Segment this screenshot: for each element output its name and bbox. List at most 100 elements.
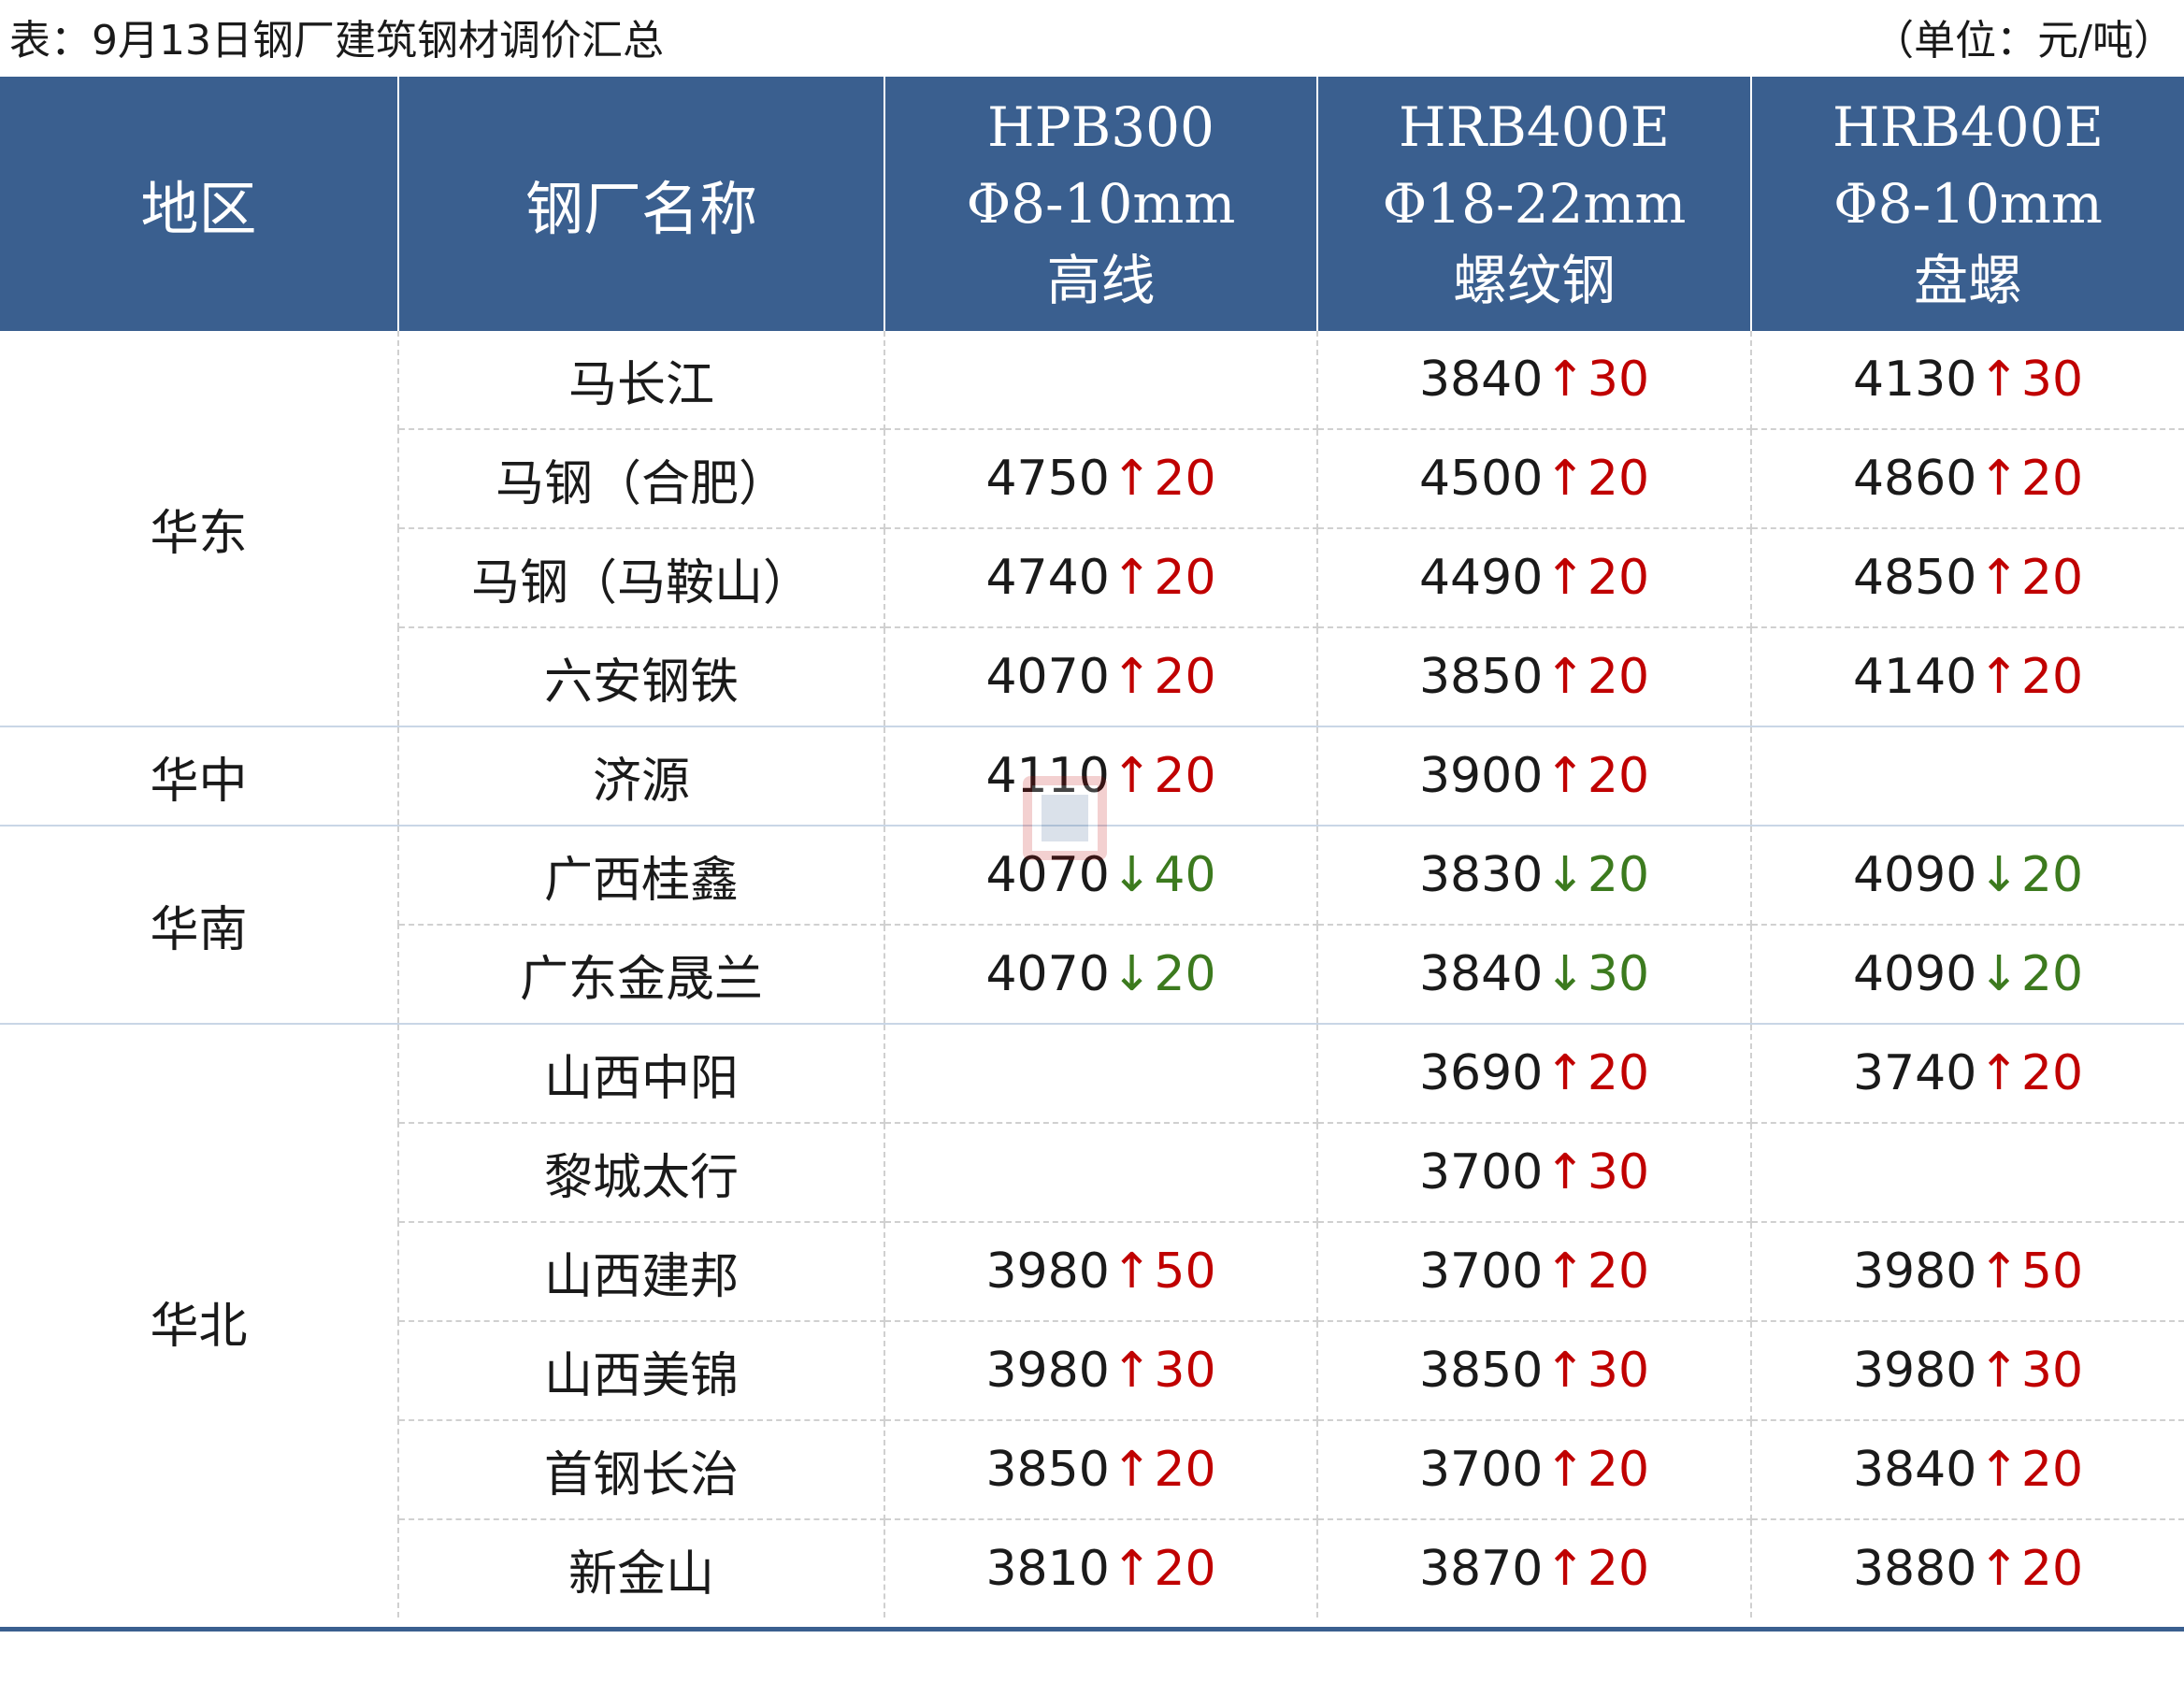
header-col3: HRB400E Φ8-10mm 盘螺 (1751, 77, 2184, 331)
arrow-up-icon: ↑ (1111, 550, 1153, 606)
mill-name: 新金山 (398, 1519, 885, 1617)
header-col3-grade: HRB400E (1832, 95, 2104, 159)
table-row: 黎城太行 3700↑30 (0, 1123, 2184, 1223)
header-col3-type: 盘螺 (1913, 249, 2022, 312)
price-value: 4140 (1852, 649, 1977, 705)
price-value: 4090 (1852, 946, 1977, 1002)
price-value: 3850 (1418, 1343, 1544, 1399)
table-row: 华南 广西桂鑫 4070↓40 3830↓20 4090↓20 (0, 826, 2184, 1025)
unit-label: （单位：元/吨） (1873, 17, 2175, 65)
price-cell: 4130↑30 (1751, 331, 2184, 430)
header-region: 地区 (0, 77, 399, 331)
price-cell: 3850↑20 (1317, 627, 1752, 727)
header-row: 地区 钢厂名称 HPB300 Φ8-10mm 高线 HRB400E Φ18-22… (0, 77, 2184, 331)
price-value: 3700 (1418, 1442, 1544, 1498)
arrow-down-icon: ↓ (1545, 847, 1586, 903)
price-cell: 4860↑20 (1751, 429, 2184, 529)
price-cell: 4070↓40 (884, 826, 1318, 926)
price-cell: 4140↑20 (1751, 627, 2184, 727)
price-cell: 3870↑20 (1317, 1519, 1752, 1617)
arrow-up-icon: ↑ (1978, 1442, 2019, 1498)
price-change: 20 (2020, 550, 2084, 606)
price-value: 3700 (1418, 1244, 1544, 1300)
price-change: 20 (2020, 649, 2084, 705)
price-cell: 3980↑30 (884, 1321, 1318, 1421)
price-value: 4070 (985, 946, 1110, 1002)
price-cell: 3830↓20 (1317, 826, 1752, 926)
price-change: 20 (1587, 649, 1650, 705)
mill-name: 首钢长治 (398, 1420, 885, 1520)
price-cell: 3980↑50 (884, 1222, 1318, 1322)
table-row: 山西建邦 3980↑50 3700↑20 3980↑50 (0, 1222, 2184, 1322)
price-cell: 4750↑20 (884, 429, 1318, 529)
arrow-up-icon: ↑ (1545, 550, 1586, 606)
table-row: 山西美锦 3980↑30 3850↑30 3980↑30 (0, 1321, 2184, 1421)
price-cell: 4740↑20 (884, 528, 1318, 628)
price-value: 4850 (1852, 550, 1977, 606)
price-value: 3980 (1852, 1244, 1977, 1300)
price-change: 20 (1154, 748, 1216, 804)
price-cell: 3840↑20 (1751, 1420, 2184, 1520)
price-value: 4070 (985, 847, 1110, 903)
price-value: 4070 (985, 649, 1110, 705)
price-change: 30 (1587, 1144, 1650, 1200)
header-col1: HPB300 Φ8-10mm 高线 (884, 77, 1318, 331)
table-row: 马钢（马鞍山） 4740↑20 4490↑20 4850↑20 (0, 528, 2184, 628)
price-value: 4090 (1852, 847, 1977, 903)
price-cell: 3850↑20 (884, 1420, 1318, 1520)
price-cell: 3900↑20 (1317, 726, 1752, 827)
table-row: 首钢长治 3850↑20 3700 ↑20 3840↑20 (0, 1420, 2184, 1520)
price-change: 30 (2020, 352, 2084, 408)
arrow-up-icon: ↑ (1545, 748, 1586, 804)
arrow-up-icon: ↑ (1978, 550, 2019, 606)
price-change: 40 (1154, 847, 1216, 903)
price-cell: 4070↑20 (884, 627, 1318, 727)
header-col2: HRB400E Φ18-22mm 螺纹钢 (1317, 77, 1752, 331)
price-cell (1751, 726, 2184, 827)
price-cell: 4850↑20 (1751, 528, 2184, 628)
price-cell: 4090↓20 (1751, 925, 2184, 1025)
arrow-down-icon: ↓ (1111, 847, 1153, 903)
price-change: 20 (1154, 451, 1216, 507)
price-value: 3700 (1418, 1144, 1544, 1200)
price-change: 50 (2020, 1244, 2084, 1300)
mill-name: 广西桂鑫 (398, 826, 885, 926)
price-cell (884, 331, 1318, 430)
price-change: 20 (2020, 1442, 2084, 1498)
price-cell (884, 1123, 1318, 1223)
arrow-up-icon: ↑ (1111, 1244, 1153, 1300)
mill-name: 山西中阳 (398, 1024, 885, 1124)
price-value: 3840 (1852, 1442, 1977, 1498)
arrow-up-icon: ↑ (1545, 1244, 1586, 1300)
arrow-up-icon: ↑ (1978, 1045, 2019, 1101)
header-col2-type: 螺纹钢 (1452, 249, 1616, 312)
price-value: 3840 (1418, 946, 1544, 1002)
price-cell: 4500↑20 (1317, 429, 1752, 529)
arrow-up-icon: ↑ (1978, 1343, 2019, 1399)
arrow-up-icon: ↑ (1111, 649, 1153, 705)
arrow-up-icon: ↑ (1545, 1144, 1586, 1200)
price-cell: 3880↑20 (1751, 1519, 2184, 1617)
price-value: 3870 (1418, 1541, 1544, 1597)
mill-name: 济源 (398, 726, 885, 827)
price-change: 20 (2020, 451, 2084, 507)
price-value: 3900 (1418, 748, 1544, 804)
price-change: 20 (1587, 847, 1650, 903)
arrow-up-icon: ↑ (1545, 352, 1586, 408)
arrow-up-icon: ↑ (1111, 748, 1153, 804)
price-change: 20 (1587, 550, 1650, 606)
price-change: 20 (2020, 1045, 2084, 1101)
price-change: 20 (1154, 1541, 1216, 1597)
price-change: 20 (1154, 946, 1216, 1002)
table-row: 新金山 3810↑20 3870↑20 3880↑20 (0, 1519, 2184, 1617)
header-mill: 钢厂名称 (398, 77, 885, 331)
price-change: 30 (1154, 1343, 1216, 1399)
price-value: 3840 (1418, 352, 1544, 408)
arrow-down-icon: ↓ (1111, 946, 1153, 1002)
mill-name: 山西美锦 (398, 1321, 885, 1421)
region-cell: 华南 (0, 826, 399, 1025)
price-value: 4750 (985, 451, 1110, 507)
price-change: 30 (1587, 352, 1650, 408)
price-change: 20 (1587, 1244, 1650, 1300)
region-cell: 华北 (0, 1024, 399, 1617)
